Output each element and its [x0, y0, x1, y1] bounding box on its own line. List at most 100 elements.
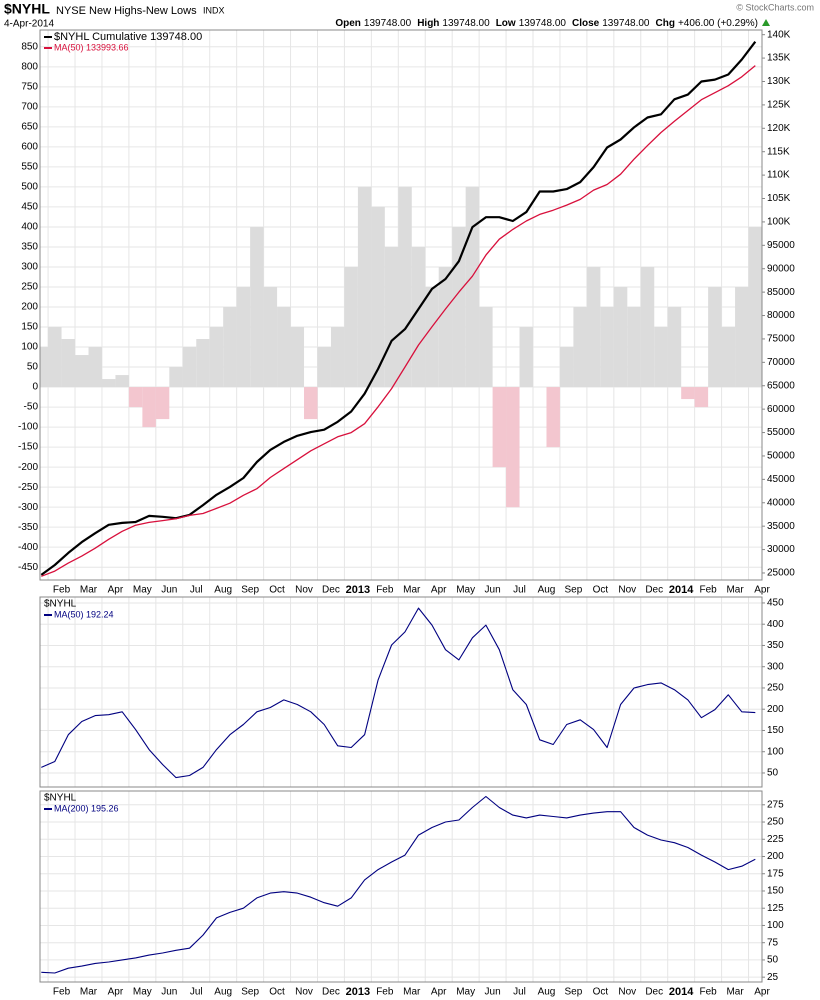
x-tick-label: Aug — [214, 987, 232, 998]
series-line — [41, 65, 756, 577]
y2-tick-label: 150 — [767, 725, 784, 736]
y2-tick-label: 40000 — [767, 497, 795, 508]
quote-label: Low — [496, 18, 516, 29]
y2-tick-label: 135K — [767, 53, 791, 64]
y2-tick-label: 85000 — [767, 287, 795, 298]
plot-area — [40, 30, 762, 580]
x-tick-label: Nov — [295, 987, 313, 998]
y2-tick-label: 350 — [767, 640, 784, 651]
panel-title: $NYHL — [44, 793, 77, 804]
credit: © StockCharts.com — [736, 2, 814, 12]
area-bar — [479, 307, 493, 388]
x-tick-label: Mar — [403, 585, 421, 596]
area-bar — [627, 307, 641, 388]
y2-tick-label: 130K — [767, 76, 791, 87]
x-tick-label: Mar — [80, 585, 98, 596]
x-tick-label: Dec — [645, 585, 663, 596]
x-tick-label: May — [456, 987, 475, 998]
x-tick-label: 2013 — [346, 986, 370, 998]
y-tick-label: 850 — [21, 41, 38, 52]
quote-value: 139748.00 — [602, 18, 650, 29]
x-tick-label: Apr — [431, 585, 447, 596]
area-bar — [75, 355, 89, 388]
panel-frame — [39, 790, 763, 983]
area-bar — [40, 347, 49, 388]
y2-tick-label: 250 — [767, 683, 784, 694]
y2-tick-label: 250 — [767, 817, 784, 828]
y-tick-label: 500 — [21, 182, 38, 193]
y-tick-label: 0 — [32, 382, 38, 393]
area-bar — [277, 307, 291, 388]
area-bar — [236, 286, 251, 388]
x-tick-label: Dec — [322, 987, 340, 998]
y-tick-label: 150 — [21, 322, 38, 333]
y2-tick-label: 100 — [767, 920, 784, 931]
area-bar — [209, 327, 224, 388]
x-tick-label: Apr — [108, 987, 124, 998]
y2-tick-label: 150 — [767, 886, 784, 897]
area-bar — [263, 286, 278, 388]
y-tick-label: 550 — [21, 162, 38, 173]
quote-value: 139748.00 — [442, 18, 490, 29]
y-tick-label: -300 — [18, 502, 38, 513]
x-tick-label: Oct — [593, 987, 609, 998]
security-name: NYSE New Highs-New Lows — [56, 5, 197, 17]
area-bar — [330, 327, 345, 388]
y2-tick-label: 200 — [767, 704, 784, 715]
y2-tick-label: 100K — [767, 217, 791, 228]
y-tick-label: -200 — [18, 462, 38, 473]
x-tick-label: Feb — [700, 987, 718, 998]
x-tick-label: May — [133, 987, 152, 998]
y2-tick-label: 45000 — [767, 474, 795, 485]
y2-tick-label: 140K — [767, 29, 791, 40]
x-tick-label: Oct — [593, 585, 609, 596]
series-line — [40, 41, 757, 576]
y-tick-label: 350 — [21, 242, 38, 253]
x-tick-label: Mar — [403, 987, 421, 998]
y2-tick-label: 105K — [767, 193, 791, 204]
x-tick-label: Mar — [726, 987, 744, 998]
area-bar — [101, 379, 116, 388]
y2-tick-label: 25 — [767, 972, 779, 983]
area-bar — [681, 387, 695, 400]
x-tick-label: Apr — [431, 987, 447, 998]
y2-tick-label: 95000 — [767, 240, 795, 251]
y-tick-label: 200 — [21, 302, 38, 313]
y-tick-label: 400 — [21, 222, 38, 233]
y2-tick-label: 175 — [767, 868, 784, 879]
legend-label: MA(50) 133993.66 — [54, 42, 129, 52]
x-tick-label: May — [456, 585, 475, 596]
area-bar — [371, 206, 385, 388]
area-bar — [142, 387, 156, 428]
area-bar — [223, 307, 237, 388]
legend-label: MA(50) 192.24 — [54, 609, 114, 619]
x-tick-label: Oct — [269, 585, 285, 596]
y-tick-label: 750 — [21, 81, 38, 92]
x-tick-label: May — [133, 585, 152, 596]
area-bar — [519, 327, 534, 388]
x-tick-label: Nov — [295, 585, 313, 596]
area-bar — [640, 266, 655, 388]
exchange: INDX — [203, 5, 225, 15]
area-bar — [48, 327, 62, 388]
quote-label: High — [417, 18, 439, 29]
area-bar — [721, 327, 736, 388]
x-tick-label: Oct — [269, 987, 285, 998]
x-tick-label: Apr — [108, 585, 124, 596]
x-tick-label: Jun — [485, 987, 501, 998]
area-bar — [61, 339, 76, 388]
x-tick-label: Aug — [538, 585, 556, 596]
x-tick-label: Nov — [618, 585, 636, 596]
y-tick-label: -450 — [18, 562, 38, 573]
y2-tick-label: 50 — [767, 768, 779, 779]
x-tick-label: Jul — [190, 987, 203, 998]
y2-tick-label: 115K — [767, 146, 790, 157]
y-tick-label: 800 — [21, 61, 38, 72]
quote-value: 139748.00 — [519, 18, 567, 29]
area-bar — [128, 387, 143, 408]
x-tick-label: Sep — [565, 987, 583, 998]
x-tick-label: Jul — [190, 585, 203, 596]
panel-title: $NYHL — [44, 599, 77, 610]
